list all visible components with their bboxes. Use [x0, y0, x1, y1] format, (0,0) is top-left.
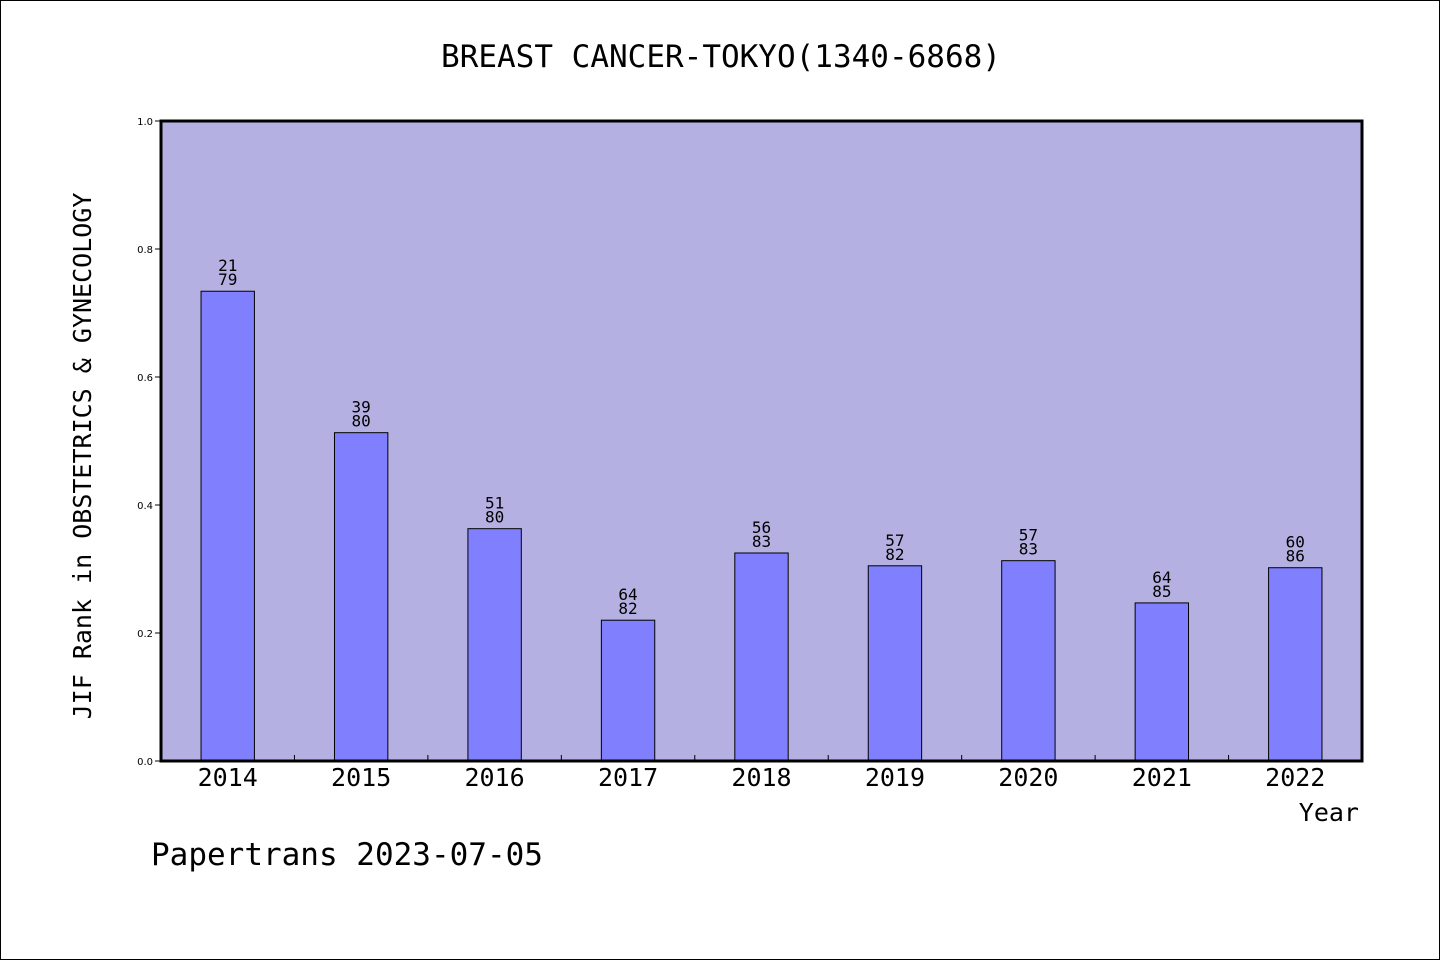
y-axis: 0.0 0.2 0.4 0.6 0.8 1.0 — [137, 117, 161, 768]
bar-total-label: 80 — [352, 412, 371, 431]
y-tick-label: 0.4 — [137, 501, 153, 512]
x-tick-label: 2016 — [465, 763, 525, 792]
bar-total-label: 86 — [1286, 547, 1305, 566]
bar — [1268, 567, 1323, 762]
bar — [734, 552, 789, 762]
y-tick-label: 0.0 — [137, 757, 153, 768]
bar-rank-label: 21 — [218, 256, 237, 275]
x-tick-label: 2022 — [1265, 763, 1325, 792]
bar-total-label: 80 — [485, 508, 504, 527]
bar — [200, 290, 255, 762]
x-tick-label: 2018 — [731, 763, 791, 792]
bar-rank-label: 39 — [352, 398, 371, 417]
bar-total-label: 79 — [218, 270, 237, 289]
x-tick-label: 2014 — [198, 763, 258, 792]
bar-rank-label: 64 — [618, 585, 637, 604]
bar — [1001, 560, 1056, 762]
bar — [1134, 602, 1190, 762]
x-tick-label: 2015 — [331, 763, 391, 792]
footer-text: Papertrans 2023-07-05 — [151, 837, 543, 873]
bar — [867, 565, 923, 762]
bar-total-label: 83 — [1019, 540, 1038, 559]
x-axis: 2014 2015 2016 2017 2018 2019 2020 2021 2022 — [198, 755, 1325, 792]
bar-rank-label: 51 — [485, 494, 504, 513]
y-tick-label: 1.0 — [137, 117, 153, 128]
y-tick-label: 0.2 — [137, 629, 153, 640]
bar — [467, 528, 522, 762]
bar-total-label: 85 — [1152, 582, 1171, 601]
bar-rank-label: 57 — [1019, 526, 1038, 545]
bar-total-label: 83 — [752, 532, 771, 551]
x-tick-label: 2021 — [1132, 763, 1192, 792]
bar-total-label: 82 — [885, 545, 904, 564]
bar — [600, 619, 656, 762]
bar-rank-label: 64 — [1152, 568, 1171, 587]
bar-total-label: 82 — [618, 599, 637, 618]
x-tick-label: 2019 — [865, 763, 925, 792]
bar-rank-label: 57 — [885, 531, 904, 550]
x-axis-label: Year — [1299, 798, 1359, 827]
bar-rank-label: 56 — [752, 518, 771, 537]
x-tick-label: 2020 — [998, 763, 1058, 792]
bar — [333, 432, 389, 762]
chart-title: BREAST CANCER-TOKYO(1340-6868) — [441, 39, 1001, 75]
y-tick-label: 0.8 — [137, 245, 153, 256]
x-tick-label: 2017 — [598, 763, 658, 792]
plot-border — [159, 119, 1364, 763]
bar-rank-label: 60 — [1286, 533, 1305, 552]
y-tick-label: 0.6 — [137, 373, 153, 384]
y-axis-label: JIF Rank in OBSTETRICS & GYNECOLOGY — [68, 193, 97, 720]
